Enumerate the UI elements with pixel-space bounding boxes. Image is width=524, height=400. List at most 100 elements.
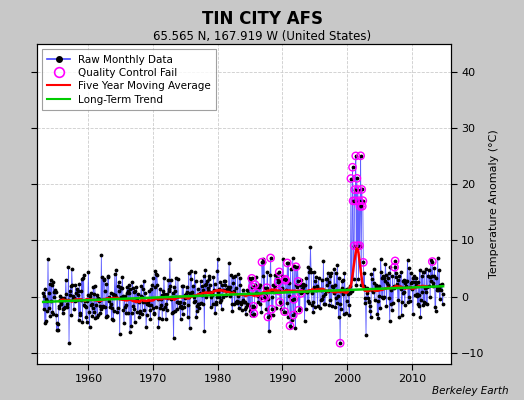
- Point: [427, 257, 435, 264]
- Point: [63, 304, 72, 310]
- Point: [138, 310, 147, 317]
- Point: [374, 298, 382, 304]
- Point: [64, 297, 72, 304]
- Point: [93, 312, 102, 318]
- Point: [159, 288, 167, 294]
- Point: [433, 255, 442, 262]
- Point: [86, 293, 94, 299]
- Point: [382, 272, 390, 278]
- Point: [424, 273, 432, 279]
- Point: [324, 288, 332, 294]
- Point: [193, 308, 202, 314]
- Point: [94, 296, 103, 302]
- Point: [212, 298, 220, 305]
- Point: [428, 273, 436, 279]
- Point: [183, 314, 192, 320]
- Point: [354, 276, 363, 282]
- Point: [411, 291, 419, 298]
- Point: [388, 307, 396, 313]
- Point: [431, 308, 440, 314]
- Point: [336, 340, 344, 346]
- Point: [339, 276, 347, 283]
- Point: [358, 198, 367, 204]
- Point: [255, 282, 263, 288]
- Point: [161, 300, 170, 307]
- Point: [406, 284, 414, 290]
- Point: [325, 302, 334, 308]
- Point: [276, 278, 285, 284]
- Point: [238, 287, 247, 293]
- Point: [320, 291, 329, 297]
- Point: [226, 289, 235, 295]
- Point: [272, 305, 280, 311]
- Point: [419, 302, 428, 308]
- Point: [296, 282, 304, 288]
- Point: [266, 255, 275, 261]
- Point: [90, 291, 98, 297]
- Point: [429, 283, 438, 290]
- Point: [114, 282, 122, 289]
- Point: [217, 306, 226, 312]
- Point: [424, 267, 433, 273]
- Point: [271, 284, 280, 290]
- Point: [415, 292, 423, 298]
- Point: [373, 310, 381, 317]
- Point: [158, 316, 167, 322]
- Point: [342, 310, 350, 316]
- Point: [159, 306, 168, 313]
- Point: [58, 295, 66, 301]
- Point: [439, 291, 447, 297]
- Point: [249, 303, 258, 310]
- Point: [141, 299, 150, 305]
- Point: [295, 287, 303, 294]
- Point: [410, 273, 418, 280]
- Point: [223, 285, 231, 292]
- Point: [96, 306, 105, 312]
- Point: [315, 286, 324, 292]
- Point: [389, 300, 397, 306]
- Point: [62, 291, 71, 298]
- Point: [312, 273, 321, 280]
- Point: [268, 294, 277, 300]
- Point: [233, 300, 242, 306]
- Point: [195, 305, 204, 311]
- Point: [67, 283, 75, 290]
- Point: [68, 281, 77, 288]
- Point: [391, 274, 400, 280]
- Point: [263, 284, 271, 291]
- Point: [215, 294, 224, 300]
- Point: [103, 312, 112, 319]
- Point: [260, 259, 268, 266]
- Point: [353, 242, 362, 249]
- Point: [293, 284, 301, 290]
- Point: [381, 278, 389, 284]
- Point: [91, 315, 100, 322]
- Point: [90, 308, 99, 315]
- Point: [323, 270, 332, 276]
- Point: [181, 292, 190, 298]
- Point: [220, 287, 228, 293]
- Point: [261, 293, 270, 300]
- Point: [88, 300, 96, 307]
- Point: [227, 272, 235, 278]
- Point: [332, 295, 340, 301]
- Point: [236, 282, 245, 288]
- Point: [392, 281, 401, 288]
- Point: [423, 301, 431, 307]
- Point: [419, 269, 427, 275]
- Point: [160, 291, 169, 297]
- Point: [96, 310, 104, 316]
- Point: [344, 291, 352, 297]
- Point: [304, 300, 313, 306]
- Point: [196, 290, 204, 296]
- Point: [210, 281, 219, 288]
- Point: [197, 300, 205, 307]
- Point: [374, 315, 383, 321]
- Point: [359, 259, 367, 266]
- Point: [232, 299, 241, 305]
- Point: [359, 282, 368, 289]
- Point: [431, 304, 439, 310]
- Point: [279, 276, 288, 282]
- Point: [328, 302, 336, 309]
- Legend: Raw Monthly Data, Quality Control Fail, Five Year Moving Average, Long-Term Tren: Raw Monthly Data, Quality Control Fail, …: [42, 49, 216, 110]
